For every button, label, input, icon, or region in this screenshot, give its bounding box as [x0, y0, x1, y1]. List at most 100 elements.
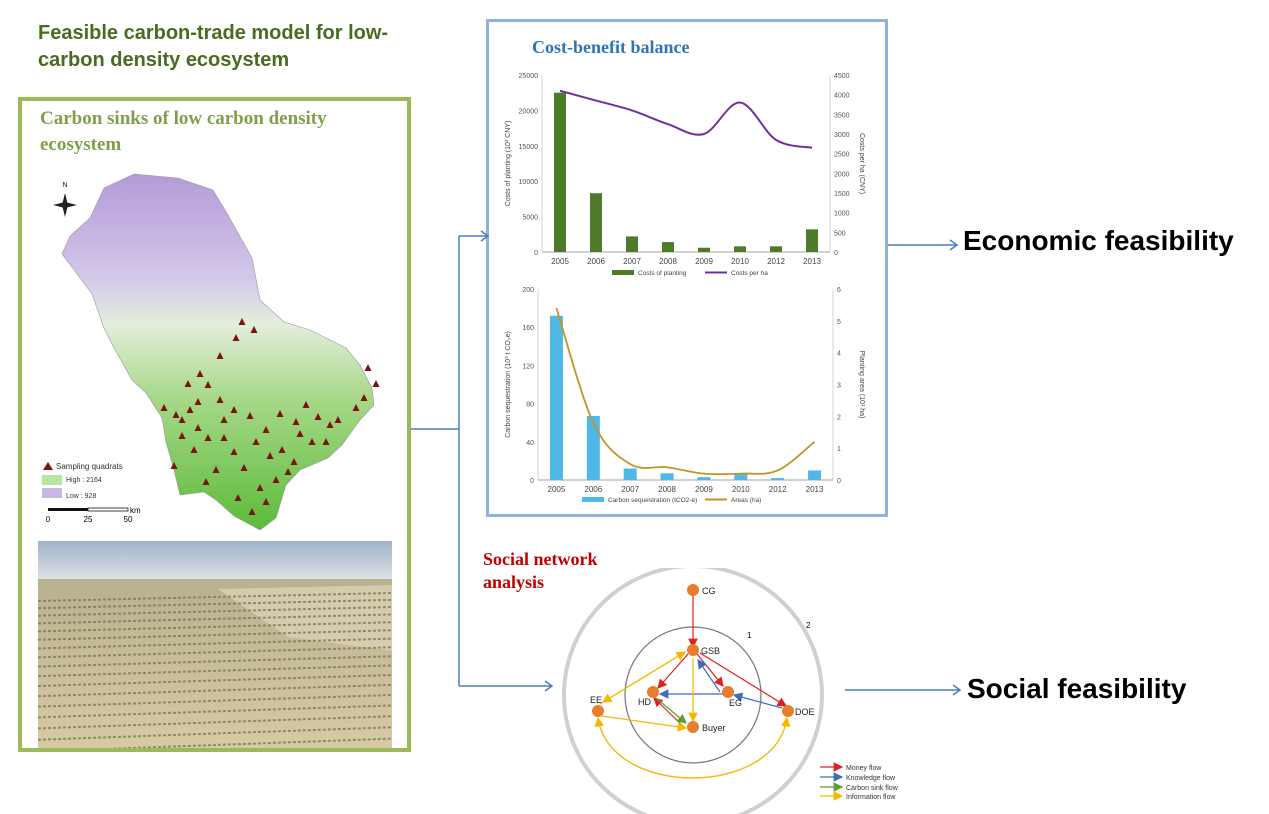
y2-tick-label: 500	[834, 230, 846, 237]
sampling-quadrat	[202, 478, 210, 485]
sampling-quadrat	[184, 380, 192, 387]
map-legend: Sampling quadrats High : 2164 Low : 928	[42, 462, 123, 500]
sampling-quadrat	[172, 411, 180, 418]
y2-tick-label: 1500	[834, 191, 850, 198]
y2-tick-label: 0	[834, 250, 838, 257]
y2-tick-label: 3500	[834, 112, 850, 119]
x-tick-label: 2010	[732, 485, 750, 494]
study-area-map: N Sampling quadrats High : 2164 Low : 92…	[42, 173, 380, 531]
y-axis-label: Costs of planting (10³ CNY)	[505, 121, 512, 207]
sampling-quadrat	[314, 413, 322, 420]
node-hd	[647, 686, 659, 698]
legend-line-label: Areas (ha)	[731, 497, 761, 504]
sampling-quadrat	[246, 412, 254, 419]
node-cg-label: CG	[702, 586, 716, 596]
y2-tick-label: 3000	[834, 132, 850, 139]
node-buyer-label: Buyer	[702, 723, 726, 733]
social-feasibility-label: Social feasibility	[967, 673, 1187, 704]
carbon-sinks-panel	[18, 97, 411, 752]
y-axis-label: Carbon sequestration (10³ t CO₂e)	[505, 331, 512, 438]
sampling-quadrat	[216, 352, 224, 359]
bar	[660, 473, 674, 480]
svg-text:km: km	[130, 506, 141, 515]
x-tick-label: 2013	[806, 485, 824, 494]
y2-tick-label: 1	[837, 446, 841, 453]
sampling-quadrat	[262, 498, 270, 505]
shrub-row	[104, 737, 392, 748]
node-gsb	[687, 644, 699, 656]
bar	[734, 474, 748, 480]
sampling-quadrat	[220, 434, 228, 441]
y2-tick-label: 2	[837, 414, 841, 421]
sampling-quadrat	[194, 424, 202, 431]
sampling-quadrat	[266, 452, 274, 459]
sampling-quadrat	[238, 318, 246, 325]
y2-tick-label: 4	[837, 351, 841, 358]
shrub-row	[38, 646, 392, 659]
sampling-quadrat	[212, 466, 220, 473]
bar	[623, 468, 637, 480]
high-swatch	[42, 475, 62, 485]
bar	[662, 242, 674, 252]
ring-1-label: 1	[747, 631, 752, 640]
sampling-quadrat	[196, 370, 204, 377]
legend-bar-swatch	[582, 497, 604, 502]
sampling-quadrat	[278, 446, 286, 453]
sampling-quadrat	[296, 430, 304, 437]
x-tick-label: 2007	[621, 485, 639, 494]
x-tick-label: 2005	[551, 257, 569, 266]
sampling-quadrat	[360, 394, 368, 401]
y-tick-label: 10000	[519, 179, 539, 186]
sampling-quadrat	[232, 334, 240, 341]
shrub-row	[38, 621, 392, 633]
ring-2-label: 2	[806, 621, 811, 630]
y-tick-label: 200	[522, 287, 534, 294]
y-tick-label: 15000	[519, 144, 539, 151]
x-tick-label: 2006	[584, 485, 602, 494]
study-area-shape	[61, 173, 375, 531]
bar	[808, 470, 822, 480]
sampling-quadrat	[234, 494, 242, 501]
shrub-row	[38, 704, 392, 719]
scale-bar: 0 25 50 km	[46, 506, 141, 524]
sampling-quadrat	[302, 401, 310, 408]
svg-text:Knowledge flow: Knowledge flow	[846, 775, 896, 782]
cost-benefit-panel	[486, 19, 888, 517]
sampling-quadrat	[272, 476, 280, 483]
y-tick-label: 160	[522, 325, 534, 332]
low-swatch	[42, 488, 62, 498]
sampling-quadrat	[352, 404, 360, 411]
shrub-row	[38, 694, 392, 708]
y2-axis-label: Planting area (10³ ha)	[858, 351, 865, 419]
shrub-row	[38, 664, 392, 678]
svg-text:Carbon sink flow: Carbon sink flow	[846, 785, 899, 792]
bar	[697, 477, 711, 480]
x-tick-label: 2008	[658, 485, 676, 494]
y-tick-label: 40	[526, 440, 534, 447]
shrub-row	[38, 637, 392, 650]
y2-tick-label: 5	[837, 319, 841, 326]
y2-tick-label: 3	[837, 383, 841, 390]
sampling-quadrat	[178, 432, 186, 439]
sampling-quadrat	[308, 438, 316, 445]
costs-chart: 0 5000 10000 15000 20000 25000 0 500 1000 1500 200…	[505, 73, 865, 277]
node-doe	[782, 705, 794, 717]
main-title: Feasible carbon-trade model for low-carb…	[38, 22, 389, 71]
sampling-quadrat	[276, 410, 284, 417]
shrub-row	[38, 674, 392, 687]
sampling-quadrat	[256, 484, 264, 491]
social-network-diagram: 1 2 CG GSB HD EG EE DOE Buyer	[562, 568, 899, 814]
sampling-quadrats	[160, 318, 380, 515]
sampling-quadrat	[252, 438, 260, 445]
node-buyer	[687, 721, 699, 733]
bar	[734, 246, 746, 252]
y-tick-label: 5000	[522, 215, 538, 222]
bar	[770, 246, 782, 252]
legend-bar-label: Costs of planting	[638, 270, 687, 277]
node-eg-label: EG	[729, 698, 742, 708]
x-tick-label: 2007	[623, 257, 641, 266]
y-tick-label: 80	[526, 402, 534, 409]
node-cg	[687, 584, 699, 596]
sampling-quadrat	[216, 396, 224, 403]
legend-bar-label: Carbon sequestration (tCO2-e)	[608, 497, 697, 504]
